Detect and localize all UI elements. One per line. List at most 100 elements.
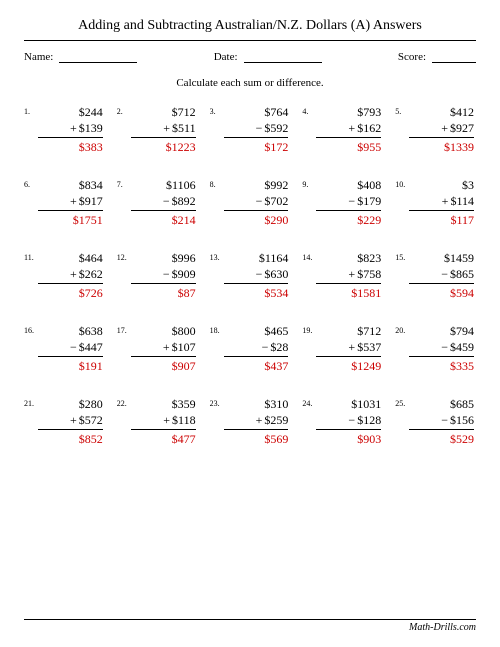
- answer: $1249: [316, 357, 381, 375]
- problem-number: 12.: [117, 253, 127, 262]
- operand-2: $758: [357, 267, 381, 283]
- operand-2: $892: [172, 194, 196, 210]
- answer: $229: [316, 211, 381, 229]
- problem: 25. $685−$156$529: [395, 397, 476, 448]
- problem: 1.$244+$139$383: [24, 105, 105, 156]
- operand-1: $992: [224, 178, 289, 194]
- problem-number: 14.: [302, 253, 312, 262]
- answer: $214: [131, 211, 196, 229]
- problem-number: 9.: [302, 180, 308, 189]
- operand-2: $128: [357, 413, 381, 429]
- operand-2: $107: [172, 340, 196, 356]
- problem: 18.$465−$28$437: [210, 324, 291, 375]
- answer: $383: [38, 138, 103, 156]
- operand-1: $764: [224, 105, 289, 121]
- operand-1: $408: [316, 178, 381, 194]
- problem: 24.$1031−$128$903: [302, 397, 383, 448]
- operand-1: $794: [409, 324, 474, 340]
- problem-number: 13.: [210, 253, 220, 262]
- answer: $529: [409, 430, 474, 448]
- answer: $569: [224, 430, 289, 448]
- problem-number: 15.: [395, 253, 405, 262]
- operator: +: [70, 194, 77, 210]
- operator: −: [441, 340, 448, 356]
- operand-2: $259: [264, 413, 288, 429]
- answer: $477: [131, 430, 196, 448]
- problem-number: 4.: [302, 107, 308, 116]
- problem: 13.$1164−$630$534: [210, 251, 291, 302]
- operator: +: [441, 121, 448, 137]
- problem: 22.$359+$118$477: [117, 397, 198, 448]
- date-label: Date:: [214, 51, 238, 63]
- answer: $534: [224, 284, 289, 302]
- operator: +: [348, 121, 355, 137]
- operator: −: [441, 413, 448, 429]
- operator: −: [163, 267, 170, 283]
- answer: $594: [409, 284, 474, 302]
- answer: $335: [409, 357, 474, 375]
- problem-number: 3.: [210, 107, 216, 116]
- problem: 4.$793+$162$955: [302, 105, 383, 156]
- answer: $172: [224, 138, 289, 156]
- operand-1: $464: [38, 251, 103, 267]
- operator: −: [348, 413, 355, 429]
- operand-1: $823: [316, 251, 381, 267]
- answer: $87: [131, 284, 196, 302]
- operand-1: $465: [224, 324, 289, 340]
- problem: 16.$638−$447$191: [24, 324, 105, 375]
- problem-number: 1.: [24, 107, 30, 116]
- operand-1: $800: [131, 324, 196, 340]
- problem: 12.$996−$909$87: [117, 251, 198, 302]
- page-title: Adding and Subtracting Australian/N.Z. D…: [24, 18, 476, 34]
- answer: $1751: [38, 211, 103, 229]
- problem: 6.$834+$917$1751: [24, 178, 105, 229]
- operator: −: [256, 194, 263, 210]
- operand-1: $834: [38, 178, 103, 194]
- problem: 10.$3+$114$117: [395, 178, 476, 229]
- operand-1: $685: [409, 397, 474, 413]
- operand-1: $712: [316, 324, 381, 340]
- operand-2: $447: [79, 340, 103, 356]
- operand-1: $310: [224, 397, 289, 413]
- answer: $191: [38, 357, 103, 375]
- name-field-line: [59, 51, 137, 63]
- problem-number: 10.: [395, 180, 405, 189]
- operand-2: $156: [450, 413, 474, 429]
- problem: 23.$310+$259$569: [210, 397, 291, 448]
- operand-1: $244: [38, 105, 103, 121]
- problem: 9.$408−$179$229: [302, 178, 383, 229]
- operand-1: $412: [409, 105, 474, 121]
- answer: $1223: [131, 138, 196, 156]
- operand-2: $865: [450, 267, 474, 283]
- operand-2: $702: [264, 194, 288, 210]
- problem-number: 7.: [117, 180, 123, 189]
- operand-1: $793: [316, 105, 381, 121]
- operand-1: $996: [131, 251, 196, 267]
- operator: +: [163, 413, 170, 429]
- operand-2: $139: [79, 121, 103, 137]
- answer: $1581: [316, 284, 381, 302]
- operand-1: $359: [131, 397, 196, 413]
- problem-number: 25.: [395, 399, 405, 408]
- problem-number: 16.: [24, 326, 34, 335]
- operand-1: $280: [38, 397, 103, 413]
- operand-2: $511: [172, 121, 196, 137]
- problem: 19.$712+$537$1249: [302, 324, 383, 375]
- operand-2: $118: [172, 413, 196, 429]
- date-field-line: [244, 51, 322, 63]
- problem: 11.$464+$262$726: [24, 251, 105, 302]
- operand-1: $1459: [409, 251, 474, 267]
- operand-2: $592: [264, 121, 288, 137]
- answer: $117: [409, 211, 474, 229]
- answer: $437: [224, 357, 289, 375]
- answer: $907: [131, 357, 196, 375]
- meta-row: Name: Date: Score:: [24, 51, 476, 63]
- problem: 14.$823+$758$1581: [302, 251, 383, 302]
- operator: −: [256, 121, 263, 137]
- name-label: Name:: [24, 51, 53, 63]
- instruction-text: Calculate each sum or difference.: [24, 77, 476, 89]
- problem-grid: 1.$244+$139$3832.$712+$511$12233.$764−$5…: [24, 105, 476, 448]
- problem-number: 6.: [24, 180, 30, 189]
- answer: $726: [38, 284, 103, 302]
- problem: 2.$712+$511$1223: [117, 105, 198, 156]
